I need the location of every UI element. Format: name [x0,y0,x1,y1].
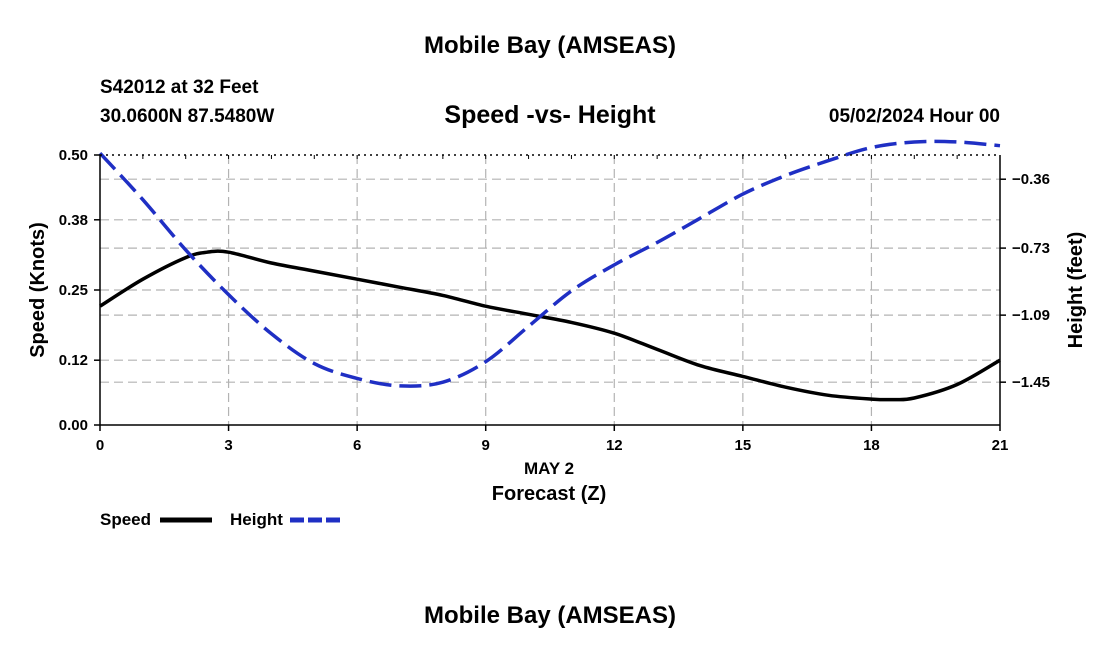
y2-axis-label: Height (feet) [1065,232,1087,349]
y-tick-label: 0.12 [59,352,88,369]
axis-ticks: 0 3 6 9 12 15 18 21 0.00 0.12 0.25 0.38 0.50 −1.45 −1.… [59,147,1050,454]
x-tick-label: 6 [353,437,361,454]
x-tick-label: 21 [992,437,1009,454]
x-tick-label: 0 [96,437,104,454]
datetime-label: 05/02/2024 Hour 00 [828,106,1000,127]
y-axis-label: Speed (Knots) [27,222,49,358]
x-tick-label: 9 [482,437,490,454]
station-label: S42012 at 32 Feet [100,77,259,98]
legend-label-height: Height [230,510,283,529]
chart-subtitle: Speed -vs- Height [444,101,656,129]
series-line-speed [99,249,1001,402]
x-tick-label: 18 [863,437,880,454]
speed-height-chart: 0 3 6 9 12 15 18 21 0.00 0.12 0.25 0.38 0.50 −1.45 −1.… [27,139,1087,529]
x-date-label: MAY 2 [524,459,574,478]
x-axis-label: Forecast (Z) [492,483,606,505]
y-tick-label: 0.00 [59,417,88,434]
x-tick-label: 3 [224,437,232,454]
y-tick-label: 0.25 [59,282,88,299]
y-tick-label: 0.38 [59,212,88,229]
series-line-height [98,139,1001,388]
grid-lines [100,155,1000,425]
x-tick-label: 12 [606,437,623,454]
page-title: Mobile Bay (AMSEAS) [423,32,677,59]
y-tick-label: 0.50 [59,147,88,164]
y2-tick-label: −1.45 [1012,374,1050,391]
series-lines [98,139,1001,402]
y2-tick-label: −0.36 [1012,171,1050,188]
legend-label-speed: Speed [100,510,151,529]
y2-tick-label: −1.09 [1012,307,1050,324]
location-label: 30.0600N 87.5480W [100,106,275,127]
footer-title: Mobile Bay (AMSEAS) [423,602,677,629]
x-tick-label: 15 [735,437,752,454]
y2-tick-label: −0.73 [1012,240,1050,257]
